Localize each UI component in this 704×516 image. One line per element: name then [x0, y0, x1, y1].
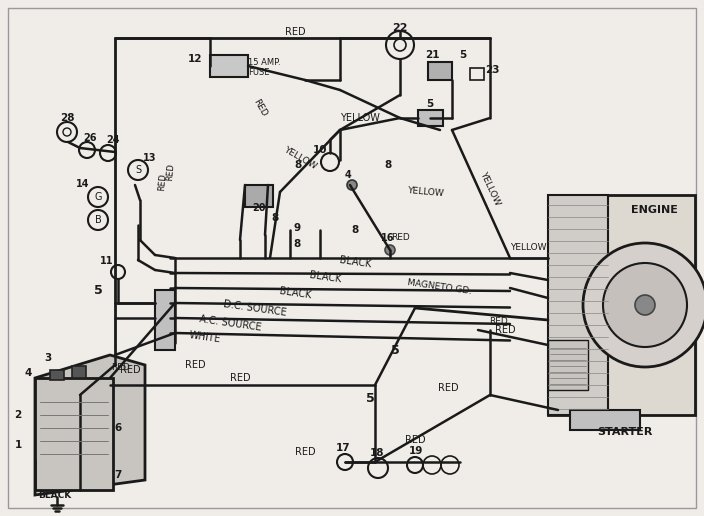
Text: RED: RED — [295, 447, 315, 457]
Text: 22: 22 — [392, 23, 408, 33]
Bar — [72, 366, 86, 378]
Text: 28: 28 — [60, 113, 74, 123]
Text: 6: 6 — [114, 423, 122, 433]
Text: YELLOW: YELLOW — [406, 186, 444, 198]
Text: 4: 4 — [25, 368, 32, 378]
Text: 15 AMP.
FUSE: 15 AMP. FUSE — [248, 58, 281, 77]
Text: RED: RED — [438, 383, 458, 393]
Text: 20: 20 — [252, 203, 265, 213]
Text: 5: 5 — [365, 392, 375, 405]
Bar — [50, 370, 64, 380]
Text: 5: 5 — [94, 283, 102, 297]
Bar — [418, 110, 443, 126]
Text: 16: 16 — [382, 233, 395, 243]
Text: BLACK: BLACK — [278, 286, 312, 300]
Text: 5: 5 — [391, 344, 399, 357]
Text: RED: RED — [165, 163, 175, 181]
Text: MAGNETO GD.: MAGNETO GD. — [407, 278, 473, 296]
Bar — [210, 55, 248, 77]
Text: S: S — [135, 165, 141, 175]
Circle shape — [583, 243, 704, 367]
Text: 19: 19 — [409, 446, 423, 456]
Text: 21: 21 — [425, 50, 439, 60]
Polygon shape — [548, 195, 695, 415]
Text: 5: 5 — [460, 50, 467, 60]
Text: RED: RED — [495, 325, 515, 335]
Text: RED: RED — [230, 373, 251, 383]
Text: BLACK: BLACK — [308, 270, 341, 285]
Bar — [570, 410, 640, 430]
Text: 17: 17 — [336, 443, 351, 453]
Text: 10: 10 — [313, 145, 327, 155]
Text: 12: 12 — [187, 54, 202, 64]
Text: 23: 23 — [485, 65, 499, 75]
Text: STARTER: STARTER — [597, 427, 653, 437]
Text: 11: 11 — [100, 256, 114, 266]
Text: RED: RED — [284, 27, 306, 37]
Circle shape — [603, 263, 687, 347]
Text: RED: RED — [120, 365, 140, 375]
Text: G: G — [94, 192, 102, 202]
Circle shape — [635, 295, 655, 315]
Text: 1: 1 — [14, 440, 22, 450]
Text: 14: 14 — [76, 179, 89, 189]
Text: RED: RED — [184, 360, 206, 370]
Text: 9: 9 — [294, 223, 301, 233]
Text: RED: RED — [111, 363, 130, 373]
Text: YELLOW: YELLOW — [478, 170, 502, 206]
Bar — [548, 340, 588, 390]
Text: WHITE: WHITE — [189, 331, 222, 345]
Circle shape — [347, 180, 357, 190]
Text: B: B — [94, 215, 101, 225]
Text: YELLOW: YELLOW — [510, 244, 546, 252]
Text: RED: RED — [157, 173, 168, 191]
Text: 3: 3 — [44, 353, 51, 363]
Text: 8: 8 — [294, 160, 301, 170]
Text: RED: RED — [251, 98, 269, 118]
Bar — [35, 378, 113, 490]
Bar — [428, 62, 452, 80]
Text: 18: 18 — [370, 448, 384, 458]
Text: 8: 8 — [384, 160, 391, 170]
Text: 24: 24 — [106, 135, 120, 145]
Text: 8: 8 — [351, 225, 358, 235]
Text: RED: RED — [391, 234, 409, 243]
Bar — [155, 290, 175, 350]
Text: RED: RED — [405, 435, 425, 445]
Text: 13: 13 — [143, 153, 157, 163]
Text: 2: 2 — [14, 410, 22, 420]
Text: YELLOW: YELLOW — [340, 113, 380, 123]
Bar — [470, 68, 484, 80]
Text: 8: 8 — [271, 213, 279, 223]
Polygon shape — [35, 355, 145, 495]
Text: 4: 4 — [345, 170, 351, 180]
Bar — [548, 195, 608, 415]
Text: D.C. SOURCE: D.C. SOURCE — [222, 299, 287, 317]
Text: YELLOW: YELLOW — [282, 145, 318, 171]
Text: RED: RED — [489, 317, 508, 327]
Bar — [245, 185, 273, 207]
Text: 8: 8 — [294, 239, 301, 249]
Text: ENGINE: ENGINE — [631, 205, 678, 215]
Text: 26: 26 — [83, 133, 96, 143]
Text: A.C. SOURCE: A.C. SOURCE — [199, 314, 262, 332]
Text: BLACK: BLACK — [39, 491, 72, 499]
Text: 5: 5 — [427, 99, 434, 109]
Circle shape — [385, 245, 395, 255]
Text: BLACK: BLACK — [339, 255, 372, 269]
Text: 7: 7 — [114, 470, 122, 480]
